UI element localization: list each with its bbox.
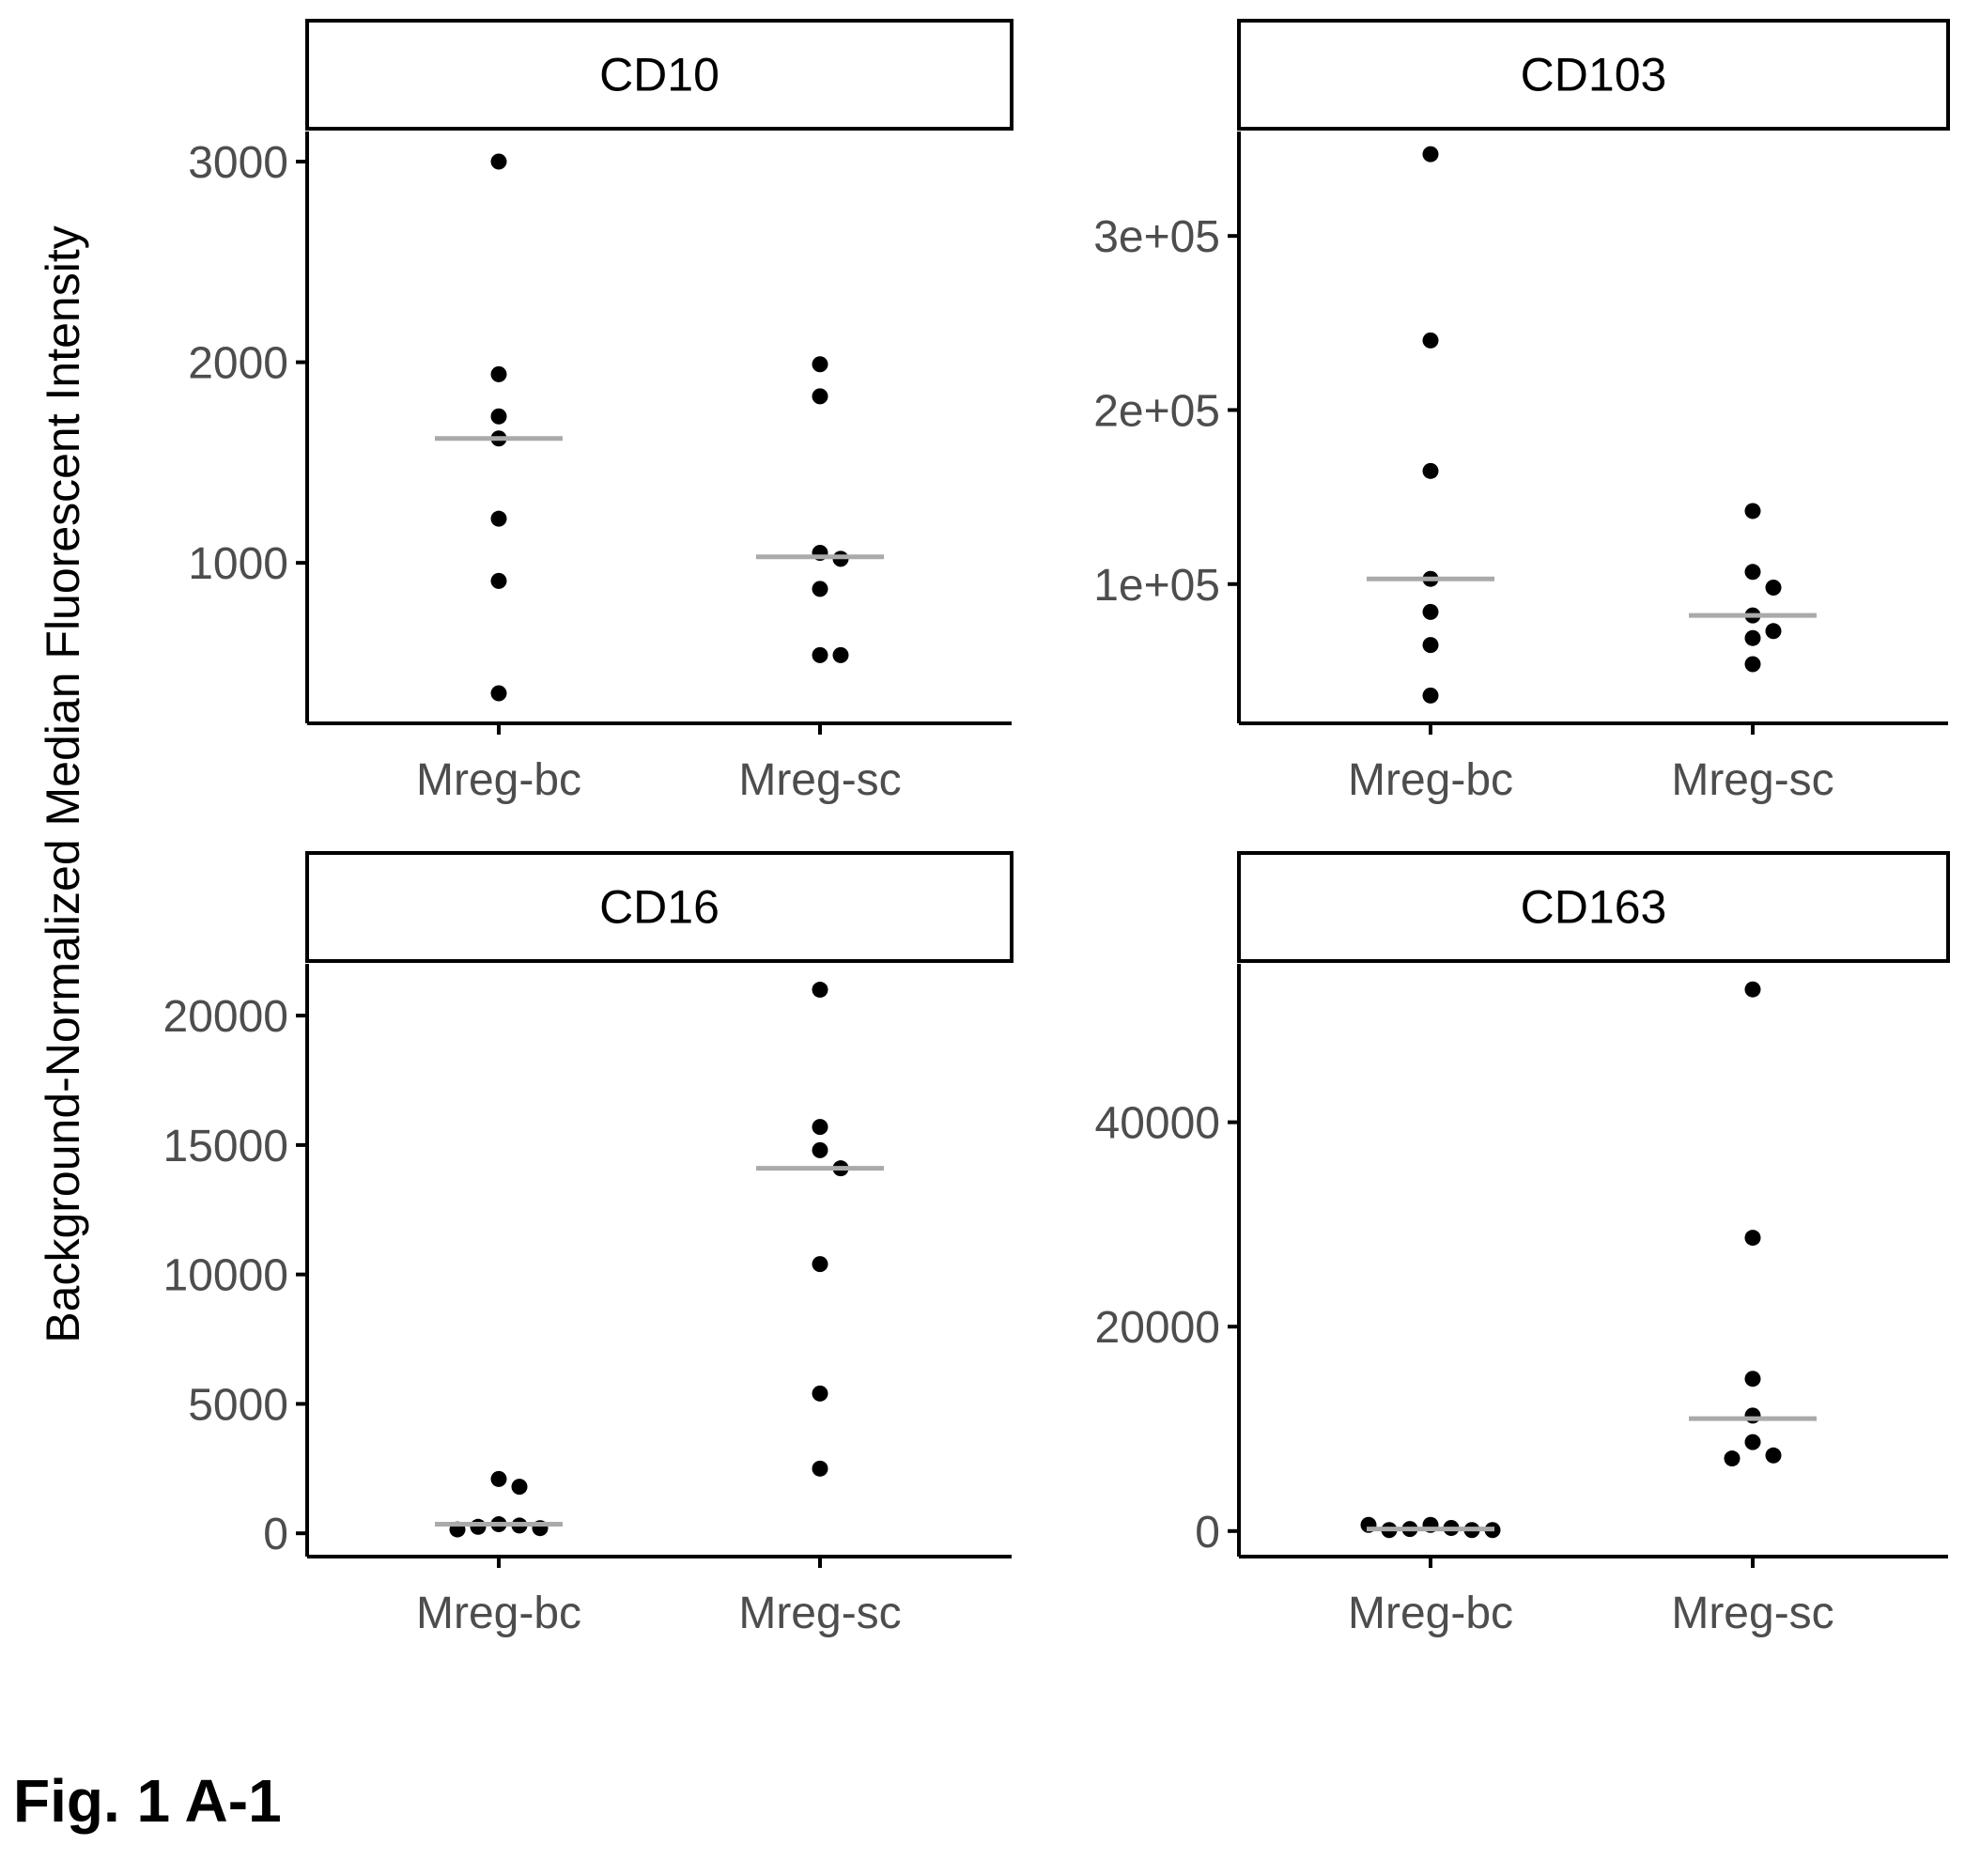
facet-strip-label: CD16	[599, 881, 719, 934]
data-point	[1724, 1450, 1741, 1467]
data-point	[470, 1518, 487, 1535]
y-tick-label: 2000	[188, 339, 288, 389]
data-point	[1422, 332, 1439, 349]
y-tick-label: 10000	[163, 1251, 288, 1301]
data-point	[1422, 462, 1439, 479]
data-point	[1422, 146, 1439, 163]
facet-strip-label: CD10	[599, 49, 719, 101]
facet-strip	[305, 19, 1013, 131]
y-tick-label: 1000	[188, 539, 288, 589]
data-point	[1744, 1230, 1761, 1247]
facet-strip	[1237, 851, 1950, 963]
x-tick-label: Mreg-sc	[738, 1589, 901, 1638]
y-tick-label: 40000	[1095, 1099, 1220, 1149]
data-point	[490, 510, 507, 527]
figure-caption: Fig. 1 A-1	[13, 1767, 282, 1835]
y-tick-label: 3e+05	[1093, 212, 1220, 262]
facet-panel-cd163: CD163 0 20000 40000 Mreg-bc Mreg-sc	[1095, 851, 1950, 1638]
facet-panel-cd103: CD103 1e+05 2e+05 3e+05 Mreg-bc Mreg-sc	[1093, 19, 1950, 805]
data-point	[812, 1256, 828, 1273]
y-tick-label: 0	[263, 1510, 288, 1559]
data-point	[812, 1141, 828, 1158]
data-point	[490, 685, 507, 702]
facet-panels: CD10 1000 2000 3000 Mreg-bc Mreg-sc CD103 1e+05…	[163, 19, 1950, 1638]
data-point	[511, 1479, 528, 1496]
data-point	[1422, 687, 1439, 704]
data-point	[812, 356, 828, 373]
x-tick-label: Mreg-sc	[738, 755, 901, 805]
data-point	[1744, 564, 1761, 581]
x-tick-label: Mreg-bc	[1348, 755, 1513, 805]
data-point	[1744, 1434, 1761, 1450]
x-tick-label: Mreg-sc	[1671, 1589, 1833, 1638]
x-tick-label: Mreg-bc	[1348, 1589, 1513, 1638]
data-point	[490, 572, 507, 589]
data-point	[1744, 656, 1761, 673]
data-point	[1744, 981, 1761, 998]
data-point	[1744, 629, 1761, 646]
data-point	[812, 581, 828, 597]
data-point	[812, 1119, 828, 1136]
facet-panel-cd10: CD10 1000 2000 3000 Mreg-bc Mreg-sc	[188, 19, 1013, 805]
y-tick-label: 15000	[163, 1122, 288, 1171]
data-point	[490, 408, 507, 425]
x-tick-label: Mreg-sc	[1671, 755, 1833, 805]
data-point	[490, 365, 507, 382]
data-point	[812, 646, 828, 663]
data-point	[812, 982, 828, 999]
y-axis-label: Background-Normalized Median Fluorescent…	[37, 225, 89, 1342]
y-tick-label: 20000	[1095, 1303, 1220, 1353]
data-point	[832, 646, 849, 663]
facet-strip	[305, 851, 1013, 963]
data-point	[1744, 1371, 1761, 1388]
y-tick-label: 0	[1195, 1508, 1220, 1558]
facet-strip-label: CD103	[1521, 49, 1667, 101]
y-tick-label: 1e+05	[1093, 561, 1220, 611]
y-tick-label: 3000	[188, 138, 288, 188]
facet-strip	[1237, 19, 1950, 131]
data-point	[812, 388, 828, 405]
data-point	[1422, 603, 1439, 620]
data-point	[1765, 579, 1782, 596]
y-tick-label: 2e+05	[1093, 386, 1220, 436]
data-point	[1765, 1447, 1782, 1464]
facet-panel-cd16: CD16 0 5000 10000 15000 20000 Mreg-bc Mreg-sc	[163, 851, 1013, 1638]
data-point	[1744, 503, 1761, 519]
data-point	[812, 1385, 828, 1402]
x-tick-label: Mreg-bc	[416, 755, 581, 805]
y-tick-label: 20000	[163, 992, 288, 1042]
data-point	[490, 1470, 507, 1487]
data-point	[812, 1460, 828, 1477]
facet-strip-label: CD163	[1521, 881, 1667, 934]
data-point	[1765, 623, 1782, 640]
data-point	[490, 153, 507, 170]
data-point	[1744, 1407, 1761, 1424]
y-tick-label: 5000	[188, 1380, 288, 1430]
x-tick-label: Mreg-bc	[416, 1589, 581, 1638]
data-point	[1422, 637, 1439, 654]
